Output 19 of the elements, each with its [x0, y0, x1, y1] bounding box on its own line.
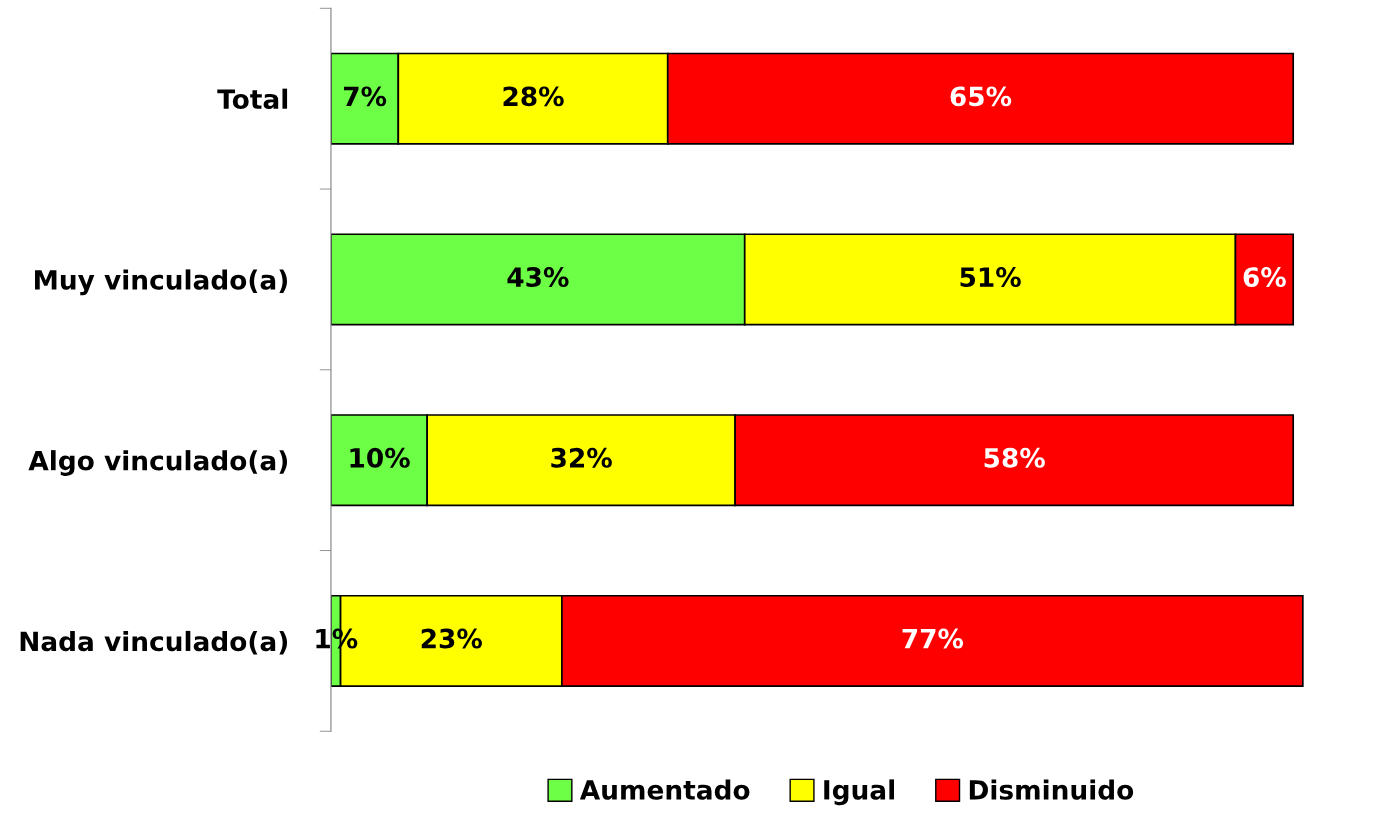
legend-label: Igual	[824, 779, 894, 806]
legend-label: Disminuido	[969, 779, 1134, 800]
data-label: 1%	[316, 628, 358, 649]
y-tick-label: Total	[217, 88, 288, 110]
data-label: 6%	[1243, 267, 1286, 288]
data-label: 28%	[503, 86, 564, 107]
data-label: 7%	[344, 86, 387, 107]
y-tick-label: Muy vinculado(a)	[35, 269, 288, 296]
data-label: 32%	[551, 447, 612, 468]
legend-label: Aumentado	[579, 779, 750, 800]
y-tick-label: Nada vinculado(a)	[20, 630, 288, 655]
data-label: 10%	[350, 447, 410, 468]
data-label: 65%	[950, 86, 1012, 107]
data-label: 58%	[984, 447, 1045, 468]
data-label: 23%	[421, 628, 482, 649]
y-tick-label: Algo vinculado(a)	[28, 450, 288, 476]
data-label: 77%	[902, 628, 964, 649]
data-label: 43%	[507, 267, 569, 288]
data-label: 51%	[960, 267, 1021, 288]
